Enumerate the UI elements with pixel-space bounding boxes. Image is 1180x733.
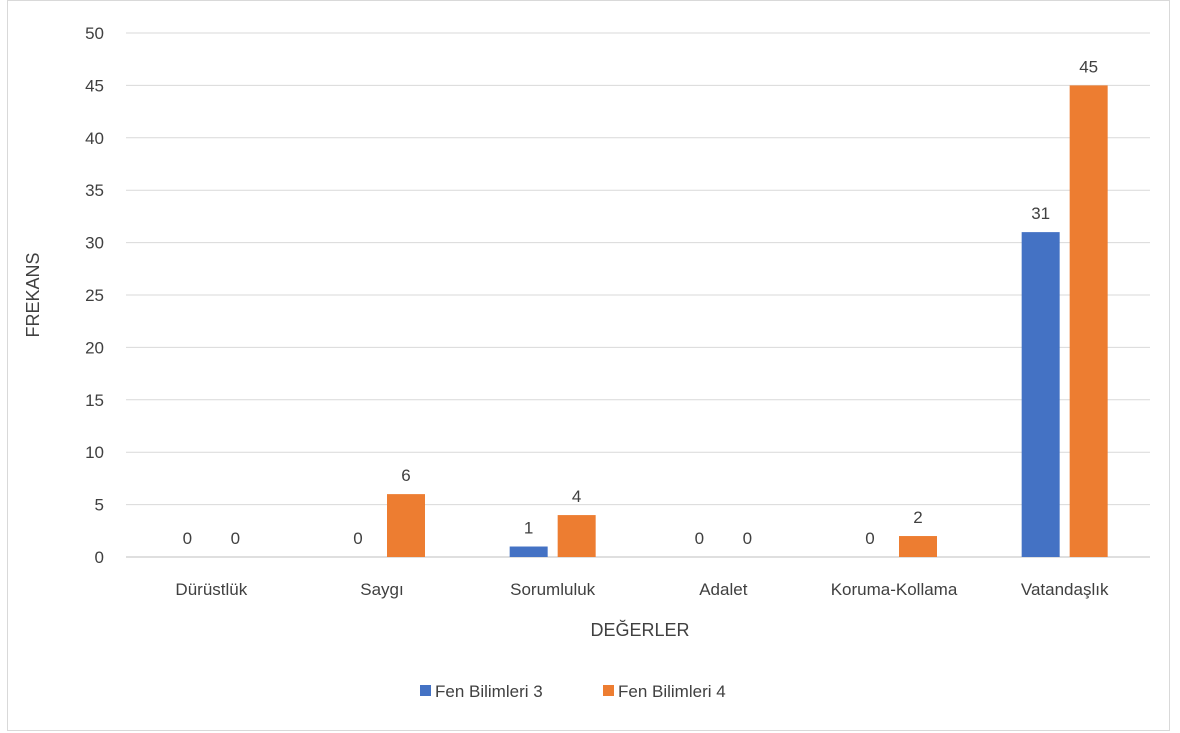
x-tick-label: Koruma-Kollama bbox=[831, 580, 958, 599]
y-tick-label: 25 bbox=[85, 286, 104, 305]
y-tick-label: 35 bbox=[85, 181, 104, 200]
x-tick-label: Adalet bbox=[699, 580, 747, 599]
gridlines bbox=[126, 32, 1150, 558]
bar bbox=[1069, 85, 1108, 558]
x-axis-title: DEĞERLER bbox=[590, 619, 689, 640]
y-tick-label: 30 bbox=[85, 234, 104, 253]
data-label: 31 bbox=[1031, 204, 1050, 223]
legend-swatch bbox=[603, 685, 614, 696]
chart-frame bbox=[7, 0, 1170, 731]
y-tick-label: 0 bbox=[95, 548, 104, 567]
y-tick-label: 15 bbox=[85, 391, 104, 410]
x-tick-label: Sorumluluk bbox=[510, 580, 596, 599]
bars bbox=[387, 85, 1108, 558]
x-tick-label: Vatandaşlık bbox=[1021, 580, 1109, 599]
legend: Fen Bilimleri 3 Fen Bilimleri 4 bbox=[420, 682, 726, 701]
bar bbox=[1021, 232, 1060, 557]
legend-label: Fen Bilimleri 3 bbox=[435, 682, 543, 701]
bar bbox=[557, 515, 596, 557]
y-tick-label: 50 bbox=[85, 24, 104, 43]
data-labels: 0 0 0 6 1 4 0 0 0 2 31 45 bbox=[183, 57, 1099, 548]
data-label: 45 bbox=[1079, 57, 1098, 76]
y-tick-label: 20 bbox=[85, 338, 104, 357]
legend-label: Fen Bilimleri 4 bbox=[618, 682, 726, 701]
data-label: 0 bbox=[353, 529, 362, 548]
data-label: 4 bbox=[572, 487, 581, 506]
data-label: 0 bbox=[183, 529, 192, 548]
bar bbox=[509, 546, 548, 557]
data-label: 0 bbox=[743, 529, 752, 548]
y-axis-title: FREKANS bbox=[23, 252, 43, 337]
data-label: 6 bbox=[401, 466, 410, 485]
y-tick-label: 10 bbox=[85, 443, 104, 462]
y-axis-ticks: 0 5 10 15 20 25 30 35 40 45 50 bbox=[85, 24, 104, 567]
y-tick-label: 5 bbox=[95, 496, 104, 515]
legend-swatch bbox=[420, 685, 431, 696]
y-tick-label: 40 bbox=[85, 129, 104, 148]
data-label: 0 bbox=[695, 529, 704, 548]
x-tick-label: Saygı bbox=[360, 580, 403, 599]
bar bbox=[387, 494, 425, 557]
y-tick-label: 45 bbox=[85, 76, 104, 95]
x-axis-ticks: Dürüstlük Saygı Sorumluluk Adalet Koruma-Kol… bbox=[175, 580, 1109, 599]
bar bbox=[899, 536, 937, 557]
data-label: 2 bbox=[913, 508, 922, 527]
data-label: 1 bbox=[524, 519, 533, 538]
data-label: 0 bbox=[231, 529, 240, 548]
data-label: 0 bbox=[865, 529, 874, 548]
x-tick-label: Dürüstlük bbox=[175, 580, 247, 599]
